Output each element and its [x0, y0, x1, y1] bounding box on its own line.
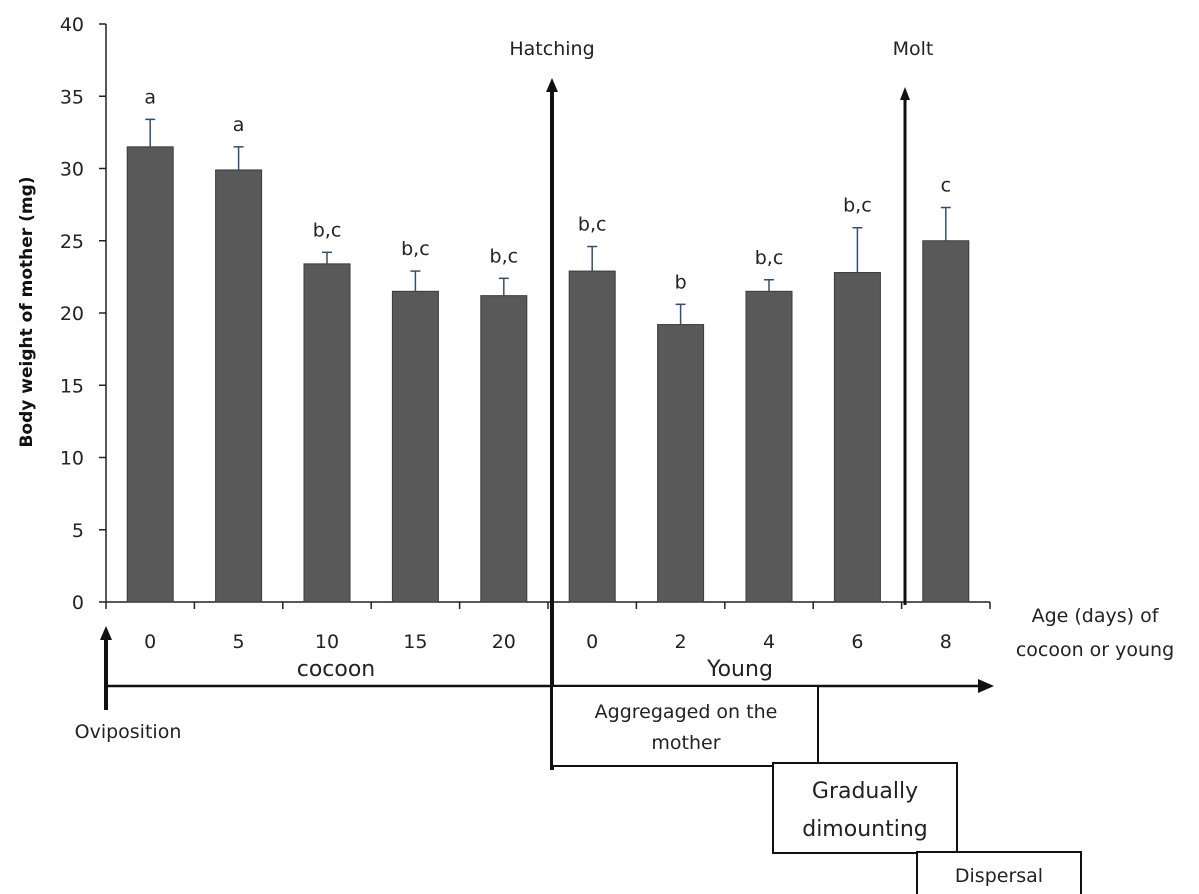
dispersal-label: Dispersal [955, 865, 1043, 887]
y-tick-label: 10 [60, 448, 84, 470]
bar [215, 169, 263, 603]
young-label: Young [706, 657, 773, 682]
aggregated-label-line-1: Aggregaged on the [595, 701, 778, 723]
y-tick-label: 35 [60, 86, 84, 108]
y-tick-label: 5 [72, 520, 84, 542]
cocoon-label: cocoon [297, 657, 376, 682]
x-tick-label: 2 [675, 631, 687, 653]
x-tick-label: 5 [233, 631, 245, 653]
bar [126, 146, 174, 603]
significance-label: b,c [490, 245, 519, 267]
bar [391, 290, 439, 603]
hatching-label: Hatching [509, 38, 594, 60]
significance-label: a [233, 114, 245, 136]
y-tick-label: 15 [60, 375, 84, 397]
bar [303, 263, 351, 603]
y-tick-label: 0 [72, 592, 84, 614]
y-tick-label: 30 [60, 159, 84, 181]
dismounting-label-line-1: Gradually [812, 779, 918, 804]
bar [833, 272, 881, 603]
oviposition-label: Oviposition [75, 721, 182, 743]
dismounting-box [772, 762, 958, 854]
x-tick-label: 4 [763, 631, 775, 653]
significance-label: b,c [578, 214, 607, 236]
x-tick-label: 6 [851, 631, 863, 653]
significance-label: c [941, 175, 951, 197]
significance-label: b,c [401, 238, 430, 260]
aggregated-box [551, 685, 819, 767]
bar [657, 324, 705, 603]
x-tick-label: 8 [940, 631, 952, 653]
y-tick-label: 20 [60, 303, 84, 325]
significance-label: a [144, 86, 156, 108]
x-axis-label-line-1: Age (days) of [1032, 605, 1160, 627]
significance-label: b,c [755, 247, 784, 269]
dispersal-box [916, 851, 1082, 894]
bar [922, 240, 970, 603]
x-tick-label: 15 [403, 631, 427, 653]
y-tick-label: 25 [60, 231, 84, 253]
aggregated-label-line-2: mother [651, 732, 720, 754]
oviposition-arrowhead [100, 626, 112, 640]
bar [480, 295, 528, 603]
significance-label: b,c [313, 219, 342, 241]
significance-label: b [675, 271, 687, 293]
x-tick-label: 20 [492, 631, 516, 653]
x-tick-label: 10 [315, 631, 339, 653]
timeline-arrowhead [978, 679, 994, 693]
hatching-arrowhead [546, 78, 558, 92]
bar [745, 290, 793, 603]
x-axis-label-line-2: cocoon or young [1016, 639, 1174, 661]
x-tick-label: 0 [586, 631, 598, 653]
y-tick-label: 40 [60, 14, 84, 36]
y-axis-label: Body weight of mother (mg) [17, 176, 37, 447]
significance-label: b,c [843, 195, 872, 217]
x-tick-label: 0 [144, 631, 156, 653]
molt-arrowhead [900, 87, 910, 100]
dismounting-label-line-2: dimounting [802, 817, 928, 842]
chart-marks: 0 5 10 15 20 25 30 35 40 a 0 a 5 b,c 10 b,c 15 b,c 20 b,c 0 b… [60, 14, 991, 653]
molt-label: Molt [893, 38, 934, 60]
bar [568, 270, 616, 603]
